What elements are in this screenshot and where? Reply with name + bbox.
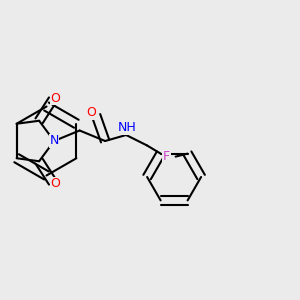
Text: O: O: [51, 177, 61, 190]
Text: O: O: [87, 106, 97, 119]
Text: F: F: [163, 150, 170, 163]
Text: O: O: [51, 92, 61, 105]
Text: N: N: [50, 134, 59, 148]
Text: NH: NH: [118, 121, 137, 134]
